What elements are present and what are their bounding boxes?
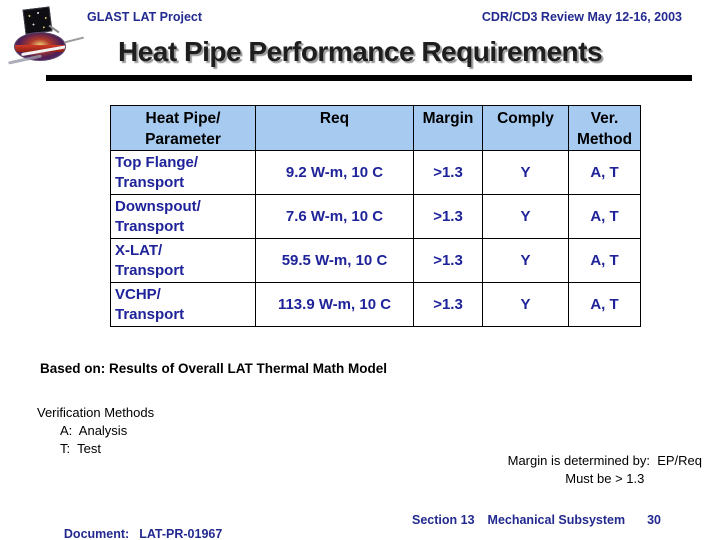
- page-number: 30: [647, 513, 661, 527]
- cell-req: 59.5 W-m, 10 C: [255, 238, 414, 283]
- solar-panel-icon: [22, 6, 53, 35]
- cell-parameter: Top Flange/ Transport: [110, 150, 256, 195]
- table-row: X-LAT/ Transport 59.5 W-m, 10 C >1.3 Y A…: [110, 238, 641, 283]
- cell-parameter: Downspout/ Transport: [110, 194, 256, 239]
- footer-document: Document: LAT-PR-01967: [50, 513, 222, 540]
- table-row: Top Flange/ Transport 9.2 W-m, 10 C >1.3…: [110, 150, 641, 195]
- col-header-ver-method: Ver. Method: [568, 105, 641, 151]
- cell-parameter: X-LAT/ Transport: [110, 238, 256, 283]
- page-title: Heat Pipe Performance Requirements: [117, 36, 603, 67]
- margin-note: Margin is determined by: EP/Req Must be …: [508, 452, 702, 488]
- cell-ver: A, T: [568, 194, 641, 239]
- requirements-table: Heat Pipe/ Parameter Req Margin Comply V…: [110, 105, 641, 327]
- table-row: VCHP/ Transport 113.9 W-m, 10 C >1.3 Y A…: [110, 282, 641, 327]
- cell-ver: A, T: [568, 238, 641, 283]
- col-header-parameter: Heat Pipe/ Parameter: [110, 105, 256, 151]
- cell-comply: Y: [482, 194, 569, 239]
- patch-red-band: [15, 45, 65, 52]
- footer-section: Section 13 Mechanical Subsystem 30: [412, 513, 661, 527]
- section-label: Section 13: [412, 513, 475, 527]
- cell-ver: A, T: [568, 150, 641, 195]
- cell-req: 7.6 W-m, 10 C: [255, 194, 414, 239]
- verification-methods: Verification Methods A: Analysis T: Test: [37, 404, 154, 458]
- table-header-row: Heat Pipe/ Parameter Req Margin Comply V…: [110, 105, 641, 151]
- margin-note-line1: Margin is determined by: EP/Req: [507, 453, 702, 468]
- cell-comply: Y: [482, 282, 569, 327]
- document-label: Document:: [63, 527, 130, 540]
- cell-margin: >1.3: [413, 150, 483, 195]
- verification-item-analysis: A: Analysis: [60, 423, 128, 438]
- cell-comply: Y: [482, 150, 569, 195]
- cell-margin: >1.3: [413, 238, 483, 283]
- cell-req: 113.9 W-m, 10 C: [255, 282, 414, 327]
- verification-methods-title: Verification Methods: [37, 405, 155, 420]
- document-id: LAT-PR-01967: [139, 527, 223, 540]
- glast-mission-logo: [8, 6, 86, 70]
- based-on-note: Based on: Results of Overall LAT Thermal…: [40, 361, 388, 376]
- col-header-comply: Comply: [482, 105, 569, 151]
- col-header-req: Req: [255, 105, 414, 151]
- margin-note-line2: Must be > 1.3: [565, 471, 645, 486]
- verification-item-test: T: Test: [60, 441, 101, 456]
- cell-req: 9.2 W-m, 10 C: [255, 150, 414, 195]
- title-divider-rule: [46, 75, 692, 81]
- subsystem-label: Mechanical Subsystem: [487, 513, 626, 527]
- cell-comply: Y: [482, 238, 569, 283]
- cell-margin: >1.3: [413, 194, 483, 239]
- table-row: Downspout/ Transport 7.6 W-m, 10 C >1.3 …: [110, 194, 641, 239]
- review-date-label: CDR/CD3 Review May 12-16, 2003: [481, 10, 682, 24]
- cell-margin: >1.3: [413, 282, 483, 327]
- col-header-margin: Margin: [413, 105, 483, 151]
- project-label: GLAST LAT Project: [87, 10, 203, 24]
- cell-ver: A, T: [568, 282, 641, 327]
- cell-parameter: VCHP/ Transport: [110, 282, 256, 327]
